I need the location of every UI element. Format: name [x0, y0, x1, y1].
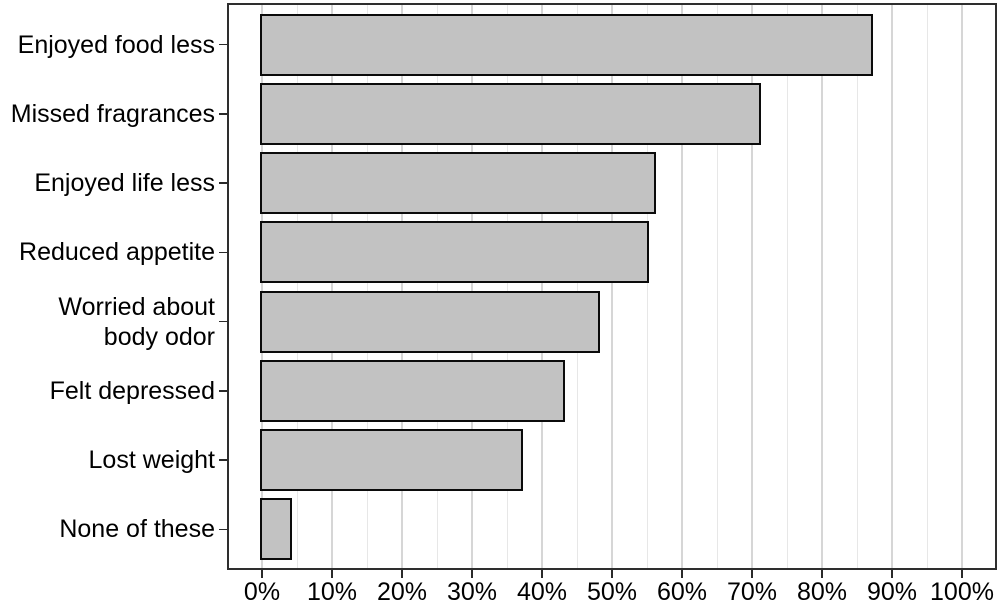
major-gridline	[821, 5, 823, 568]
y-axis-tick	[219, 113, 227, 115]
y-axis-tick	[219, 251, 227, 254]
bars-layer	[229, 5, 995, 568]
minor-gridline	[506, 5, 508, 568]
x-axis-tick	[541, 570, 543, 578]
x-axis-tick-label: 0%	[243, 578, 281, 605]
y-axis-category-label: None of these	[59, 515, 215, 544]
y-axis-category-label: Missed fragrances	[10, 99, 215, 128]
minor-gridline	[786, 5, 788, 568]
minor-gridline	[716, 5, 718, 568]
y-axis-tick	[219, 182, 227, 184]
bar	[260, 359, 565, 422]
minor-gridline	[296, 5, 298, 568]
minor-gridline	[436, 5, 438, 568]
y-axis-tick	[219, 43, 227, 46]
bar	[260, 13, 873, 76]
bar	[260, 82, 761, 145]
x-axis-tick	[681, 570, 683, 578]
x-axis-tick-label: 60%	[656, 578, 708, 605]
x-axis-tick	[401, 570, 403, 578]
major-gridline	[541, 5, 543, 568]
bar	[260, 221, 649, 284]
y-axis-category-label: Worried about body odor	[58, 292, 215, 351]
major-gridline	[331, 5, 333, 568]
y-axis-category-label: Lost weight	[88, 446, 215, 475]
x-axis-tick-label: 100%	[930, 578, 994, 605]
minor-gridline	[576, 5, 578, 568]
y-axis-tick	[219, 459, 227, 461]
x-axis-tick	[891, 570, 893, 578]
minor-gridline	[366, 5, 368, 568]
x-axis-tick-label: 40%	[516, 578, 568, 605]
x-axis-tick	[751, 570, 753, 578]
x-axis-tick	[331, 570, 333, 578]
x-axis-tick	[821, 570, 823, 578]
y-axis-category-label: Enjoyed life less	[34, 169, 215, 198]
bar	[260, 290, 600, 353]
major-gridline	[401, 5, 403, 568]
major-gridline	[611, 5, 613, 568]
y-axis-tick	[219, 390, 227, 392]
y-axis-category-label: Reduced appetite	[19, 238, 215, 267]
bar	[260, 152, 656, 215]
y-axis-category-label: Felt depressed	[49, 376, 215, 405]
x-axis-tick-label: 80%	[796, 578, 848, 605]
major-gridline	[681, 5, 683, 568]
major-gridline	[261, 5, 263, 568]
major-gridline	[471, 5, 473, 568]
x-axis-tick-label: 20%	[376, 578, 428, 605]
x-axis-tick-label: 90%	[866, 578, 918, 605]
major-gridline	[751, 5, 753, 568]
x-axis-tick-label: 70%	[726, 578, 778, 605]
plot-panel	[227, 3, 997, 570]
bar	[260, 498, 292, 561]
x-axis-tick	[261, 570, 263, 578]
gridlines-layer	[229, 5, 995, 568]
minor-gridline	[926, 5, 928, 568]
major-gridline	[891, 5, 893, 568]
minor-gridline	[856, 5, 858, 568]
x-axis-tick	[961, 570, 963, 578]
y-axis-tick	[219, 320, 227, 323]
y-axis-category-label: Enjoyed food less	[17, 30, 215, 59]
y-axis-tick	[219, 528, 227, 531]
bar	[260, 429, 523, 492]
x-axis-tick	[471, 570, 473, 578]
x-axis-tick-label: 50%	[586, 578, 638, 605]
x-axis-tick	[611, 570, 613, 578]
major-gridline	[961, 5, 963, 568]
x-axis-tick-label: 10%	[306, 578, 358, 605]
minor-gridline	[646, 5, 648, 568]
x-axis-tick-label: 30%	[446, 578, 498, 605]
